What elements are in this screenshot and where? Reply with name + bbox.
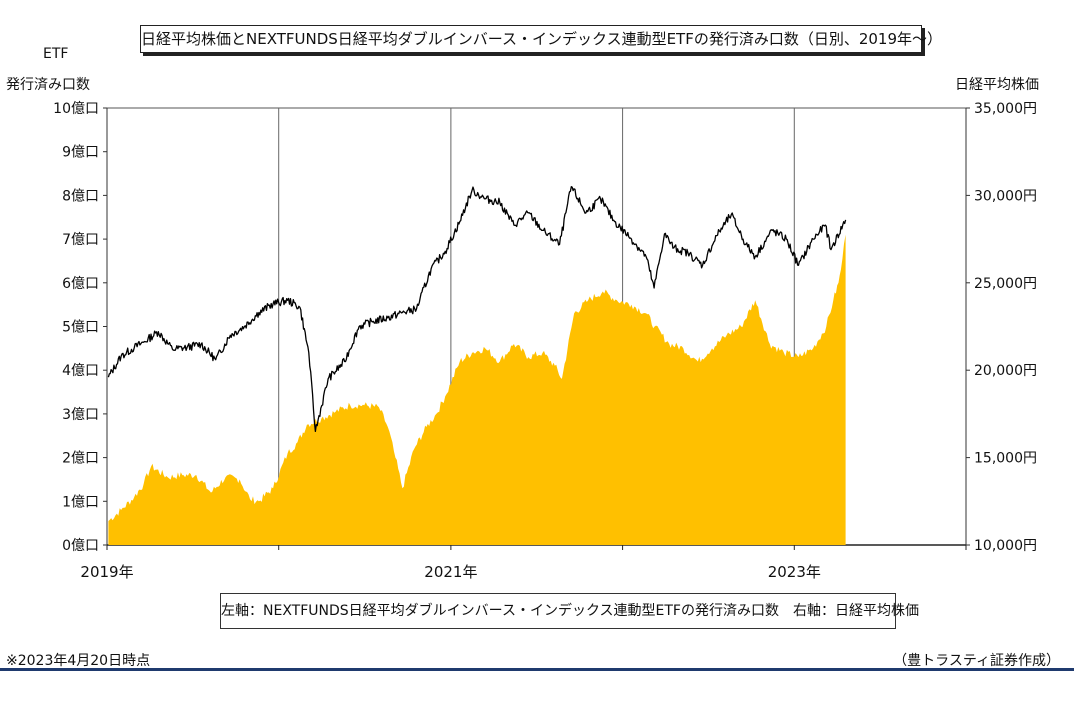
left-tick-label: 3億口 [62, 407, 99, 423]
x-tick-label: 2021年 [424, 563, 477, 581]
left-tick-label: 5億口 [62, 320, 99, 336]
left-tick-label: 10億口 [53, 101, 99, 117]
legend: 左軸：NEXTFUNDS日経平均ダブルインバース・インデックス連動型ETFの発行… [220, 593, 919, 629]
chart-plot: 2019年 2021年 2023年 0億口 1億口 2億口 3億口 4億口 5億口 6億口 7億口 8… [53, 101, 1037, 581]
etf-units-area [108, 234, 846, 545]
left-tick-label: 8億口 [62, 188, 99, 204]
footnote: ※2023年4月20日時点 [6, 653, 151, 669]
footer-rule [0, 668, 1074, 671]
right-tick-label: 15,000円 [974, 451, 1037, 467]
right-tick-label: 25,000円 [974, 276, 1037, 292]
right-tick-label: 30,000円 [974, 188, 1037, 204]
right-tick-label: 10,000円 [974, 538, 1037, 554]
left-tick-label: 7億口 [62, 232, 99, 248]
left-tick-label: 1億口 [62, 494, 99, 510]
x-tick-label: 2019年 [80, 563, 133, 581]
chart-title: 日経平均株価とNEXTFUNDS日経平均ダブルインバース・インデックス連動型ET… [140, 25, 942, 53]
x-tick-label: 2023年 [768, 563, 821, 581]
nikkei-line [107, 186, 847, 433]
right-tick-label: 35,000円 [974, 101, 1037, 117]
left-tick-label: 9億口 [62, 145, 99, 161]
left-tick-label: 4億口 [62, 363, 99, 379]
credit: （豊トラスティ証券作成） [893, 653, 1060, 669]
left-axis-label-line1: ETF [43, 46, 69, 62]
right-axis-label: 日経平均株価 [955, 77, 1039, 93]
left-tick-label: 6億口 [62, 276, 99, 292]
left-axis-label-line2: 発行済み口数 [6, 77, 90, 93]
left-tick-label: 0億口 [62, 538, 99, 554]
left-tick-label: 2億口 [62, 451, 99, 467]
right-tick-label: 20,000円 [974, 363, 1037, 379]
